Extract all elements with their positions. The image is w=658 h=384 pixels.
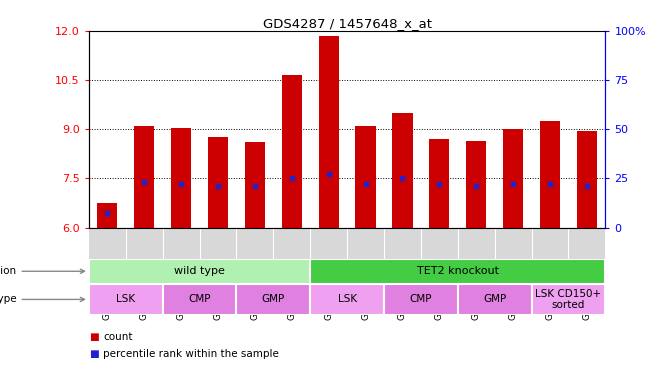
Text: LSK: LSK <box>116 295 136 305</box>
Bar <box>310 284 384 315</box>
Bar <box>540 121 560 228</box>
Bar <box>384 284 458 315</box>
Bar <box>171 127 191 228</box>
Bar <box>245 142 265 228</box>
Bar <box>429 139 449 228</box>
Text: count: count <box>103 332 133 342</box>
Text: CMP: CMP <box>188 295 211 305</box>
Text: percentile rank within the sample: percentile rank within the sample <box>103 349 279 359</box>
Bar <box>282 75 302 228</box>
Text: ■: ■ <box>89 332 99 342</box>
Bar <box>163 284 236 315</box>
Text: TET2 knockout: TET2 knockout <box>417 266 499 276</box>
Text: GMP: GMP <box>262 295 285 305</box>
Bar <box>97 203 117 228</box>
Text: ■: ■ <box>89 349 99 359</box>
Bar <box>532 284 605 315</box>
Bar <box>208 137 228 228</box>
Bar <box>466 141 486 228</box>
Bar <box>236 284 310 315</box>
Text: wild type: wild type <box>174 266 225 276</box>
Text: genotype/variation: genotype/variation <box>0 266 84 276</box>
Title: GDS4287 / 1457648_x_at: GDS4287 / 1457648_x_at <box>263 17 432 30</box>
Bar <box>318 36 339 228</box>
Text: LSK: LSK <box>338 295 357 305</box>
Bar <box>134 126 155 228</box>
Text: CMP: CMP <box>410 295 432 305</box>
Text: LSK CD150+
sorted: LSK CD150+ sorted <box>536 289 601 310</box>
Bar <box>458 284 532 315</box>
Bar <box>310 258 605 284</box>
Text: GMP: GMP <box>483 295 506 305</box>
Bar <box>355 126 376 228</box>
Bar <box>577 131 597 228</box>
Bar <box>503 129 523 228</box>
Bar <box>392 113 413 228</box>
Text: cell type: cell type <box>0 295 84 305</box>
Bar <box>89 258 310 284</box>
Bar <box>89 284 163 315</box>
